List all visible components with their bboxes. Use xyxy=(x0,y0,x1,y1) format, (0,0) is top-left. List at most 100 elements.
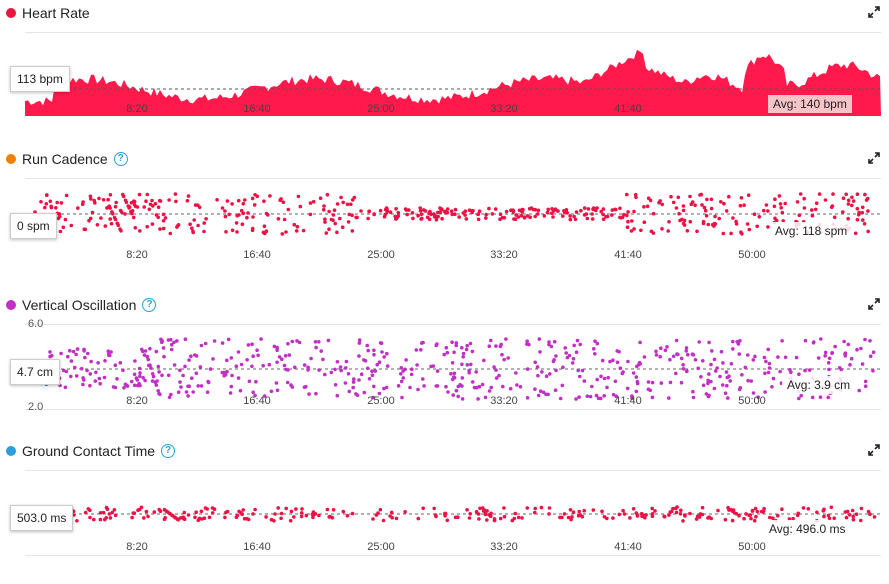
data-point xyxy=(508,386,513,391)
data-point xyxy=(295,224,300,229)
data-point xyxy=(701,383,706,388)
data-point xyxy=(752,212,757,216)
data-point xyxy=(768,515,772,520)
data-point xyxy=(489,385,494,390)
help-icon[interactable]: ? xyxy=(161,444,176,458)
data-point xyxy=(650,380,655,385)
expand-icon[interactable] xyxy=(868,6,880,18)
data-point xyxy=(551,359,556,364)
data-point xyxy=(538,350,542,354)
data-point xyxy=(853,231,858,236)
ground-contact-time-average-label: Avg: 496.0 ms xyxy=(764,520,851,538)
data-point xyxy=(494,368,498,372)
data-point xyxy=(293,365,297,370)
data-point xyxy=(82,347,86,352)
data-point xyxy=(718,374,722,379)
ground-contact-time-chart[interactable] xyxy=(25,467,881,557)
data-point xyxy=(709,362,713,367)
expand-icon[interactable] xyxy=(868,298,880,310)
data-point xyxy=(681,519,685,523)
data-point xyxy=(474,370,479,374)
expand-icon[interactable] xyxy=(868,152,880,164)
data-point xyxy=(666,229,670,233)
data-point xyxy=(394,516,399,521)
data-point xyxy=(121,194,126,199)
data-point xyxy=(547,340,551,344)
data-point xyxy=(236,350,241,354)
data-point xyxy=(653,509,657,513)
run-cadence-chart[interactable] xyxy=(25,175,881,265)
data-point xyxy=(688,511,692,516)
data-point xyxy=(478,506,482,511)
data-point xyxy=(242,516,247,521)
data-point xyxy=(113,513,118,518)
data-point xyxy=(371,395,375,400)
data-point xyxy=(92,517,96,522)
data-point xyxy=(372,352,376,357)
data-point xyxy=(382,386,386,391)
heart-rate-title: Heart Rate xyxy=(22,5,90,21)
data-point xyxy=(576,368,580,373)
data-point xyxy=(669,194,673,199)
data-point xyxy=(499,342,504,347)
data-point xyxy=(370,369,374,373)
data-point xyxy=(812,340,816,344)
data-point xyxy=(489,338,493,343)
data-point xyxy=(345,202,350,207)
data-point xyxy=(302,363,307,367)
data-point xyxy=(850,203,854,208)
data-point xyxy=(468,512,473,516)
data-point xyxy=(403,510,407,514)
data-point xyxy=(147,207,152,212)
data-point xyxy=(855,217,860,222)
data-point xyxy=(453,212,457,216)
data-point xyxy=(662,514,666,519)
data-point xyxy=(514,371,518,375)
data-point xyxy=(144,199,148,203)
help-icon[interactable]: ? xyxy=(142,298,157,312)
data-point xyxy=(734,219,738,224)
data-point xyxy=(668,380,673,385)
data-point xyxy=(642,220,647,224)
data-point xyxy=(502,357,507,362)
help-icon[interactable]: ? xyxy=(113,152,128,166)
data-point xyxy=(660,202,664,207)
data-point xyxy=(275,360,279,365)
vertical-oscillation-chart[interactable] xyxy=(25,321,881,411)
heart-rate-chart[interactable] xyxy=(25,28,881,124)
data-point xyxy=(250,342,254,346)
data-point xyxy=(618,206,622,211)
data-point xyxy=(76,206,80,210)
expand-icon[interactable] xyxy=(868,444,880,456)
data-point xyxy=(788,367,792,372)
data-point xyxy=(848,363,852,367)
data-point xyxy=(436,210,440,215)
data-point xyxy=(816,356,821,360)
run-cadence-current-value: 0 spm xyxy=(10,213,57,239)
data-point xyxy=(671,354,676,359)
data-point xyxy=(525,367,530,371)
data-point xyxy=(721,361,725,365)
data-point xyxy=(724,370,729,374)
data-point xyxy=(175,225,179,229)
data-point xyxy=(644,513,648,517)
data-point xyxy=(256,353,260,358)
data-point xyxy=(604,214,608,219)
data-point xyxy=(850,508,855,513)
data-point xyxy=(436,214,440,219)
data-point xyxy=(700,203,704,207)
data-point xyxy=(210,511,215,515)
data-point xyxy=(651,211,656,216)
data-point xyxy=(549,344,554,349)
data-point xyxy=(251,215,255,219)
data-point xyxy=(570,515,574,519)
data-point xyxy=(63,217,68,222)
data-point xyxy=(739,196,744,200)
data-point xyxy=(829,505,834,510)
data-point xyxy=(335,230,339,235)
data-point xyxy=(554,354,558,358)
data-point xyxy=(469,362,473,367)
data-point xyxy=(335,360,340,364)
data-point xyxy=(709,197,714,202)
data-point xyxy=(610,213,614,217)
